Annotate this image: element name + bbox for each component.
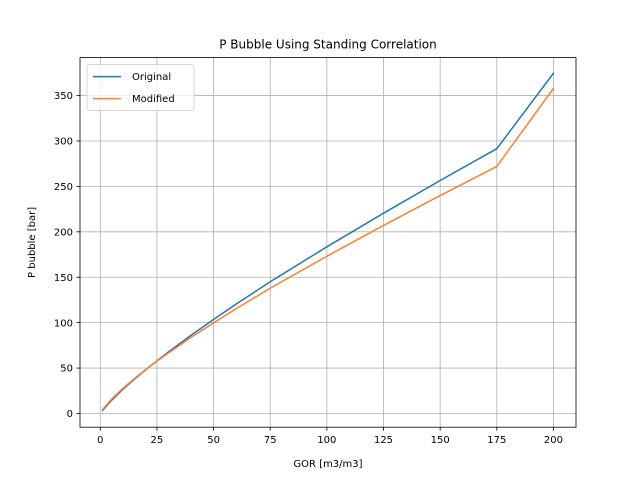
chart-title: P Bubble Using Standing Correlation — [219, 38, 437, 52]
plot-series — [101, 72, 555, 412]
x-tick-label: 200 — [544, 435, 563, 446]
x-tick-label: 150 — [431, 435, 450, 446]
x-tick-label: 100 — [317, 435, 336, 446]
y-tick-label: 200 — [54, 227, 73, 238]
x-tick-label: 75 — [264, 435, 277, 446]
x-tick-label: 25 — [151, 435, 164, 446]
y-tick-label: 0 — [67, 409, 73, 420]
series-line-modified — [101, 87, 555, 411]
y-tick-label: 150 — [54, 273, 73, 284]
x-tick-label: 175 — [487, 435, 506, 446]
y-axis-label: P bubble [bar] — [27, 207, 38, 278]
x-axis-label: GOR [m3/m3] — [293, 459, 362, 470]
y-tick-label: 250 — [54, 182, 73, 193]
y-tick-label: 300 — [54, 137, 73, 148]
legend-label-original: Original — [132, 72, 171, 83]
y-tick-label: 100 — [54, 318, 73, 329]
x-tick-label: 50 — [207, 435, 220, 446]
legend-label-modified: Modified — [132, 94, 175, 105]
x-tick-label: 0 — [97, 435, 103, 446]
y-tick-label: 50 — [60, 364, 73, 375]
legend: Original Modified — [86, 64, 195, 111]
plot-frame — [79, 57, 577, 428]
axis-ticks: 0 25 50 75 100 125 150 175 200 0 50 100 150 200 250 300… — [54, 91, 563, 446]
grid — [80, 57, 576, 428]
x-tick-label: 125 — [374, 435, 393, 446]
y-tick-label: 350 — [54, 91, 73, 102]
